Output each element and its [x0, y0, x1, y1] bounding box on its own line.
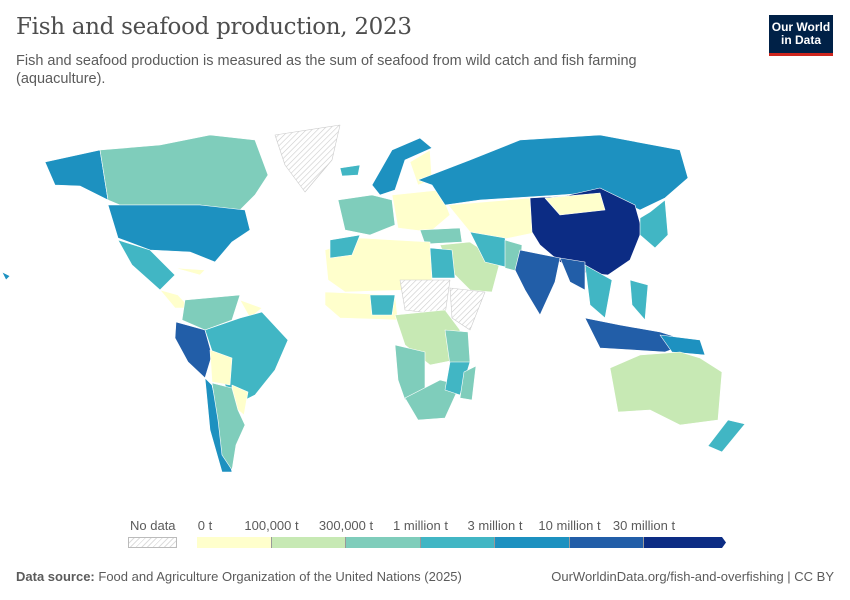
- owid-logo[interactable]: Our World in Data: [769, 15, 833, 56]
- legend-bin[interactable]: [644, 537, 719, 548]
- legend-label: 10 million t: [538, 518, 601, 533]
- country-mongolia[interactable]: [544, 192, 606, 216]
- country-india[interactable]: [514, 249, 561, 316]
- country-argentina[interactable]: [211, 382, 246, 471]
- country-egypt[interactable]: [429, 247, 456, 279]
- country-usa[interactable]: [107, 204, 251, 263]
- legend-bin[interactable]: [495, 537, 570, 548]
- legend-label: 30 million t: [612, 518, 676, 533]
- logo-text: Our World in Data: [771, 20, 831, 47]
- no-data-swatch: [128, 537, 177, 548]
- chart-title: Fish and seafood production, 2023: [16, 14, 412, 40]
- country-southeast-asia[interactable]: [584, 264, 613, 319]
- country-horn-of-africa[interactable]: [449, 287, 486, 331]
- legend-arrow-icon: [718, 537, 726, 548]
- country-greenland[interactable]: [274, 124, 341, 193]
- legend-bin[interactable]: [569, 537, 644, 548]
- world-map: [1, 124, 746, 473]
- source-text: Food and Agriculture Organization of the…: [98, 569, 462, 584]
- source-link[interactable]: OurWorldinData.org/fish-and-overfishing …: [551, 569, 834, 584]
- country-canada[interactable]: [99, 134, 269, 211]
- legend-bin[interactable]: [271, 537, 346, 548]
- country-guianas[interactable]: [239, 299, 263, 319]
- country-caribbean[interactable]: [174, 267, 206, 276]
- country-madagascar[interactable]: [459, 365, 477, 401]
- legend-label: 300,000 t: [318, 518, 374, 533]
- legend-label: 0 t: [197, 518, 213, 533]
- legend-bin[interactable]: [197, 537, 272, 548]
- country-australia[interactable]: [609, 351, 723, 426]
- legend-label: 1 million t: [393, 518, 448, 533]
- country-sahel-nodata[interactable]: [399, 279, 451, 316]
- country-norway-sweden[interactable]: [371, 137, 433, 196]
- legend-label: 100,000 t: [244, 518, 299, 533]
- country-kazakhstan-central-asia[interactable]: [447, 197, 539, 241]
- country-mexico[interactable]: [117, 239, 176, 291]
- data-source: Data source: Food and Agriculture Organi…: [16, 569, 462, 584]
- map-legend: No data 0 t 100,000 t 300,000 t 1 million t…: [0, 510, 850, 550]
- source-label: Data source:: [16, 569, 95, 584]
- country-central-europe[interactable]: [391, 189, 451, 233]
- country-philippines[interactable]: [629, 279, 649, 321]
- legend-bin[interactable]: [420, 537, 495, 548]
- legend-bin[interactable]: [346, 537, 421, 548]
- country-iceland[interactable]: [339, 164, 361, 177]
- country-morocco[interactable]: [329, 234, 361, 259]
- country-bangladesh-myanmar[interactable]: [559, 257, 586, 291]
- country-russia[interactable]: [417, 134, 689, 211]
- chart-subtitle: Fish and seafood production is measured …: [16, 53, 637, 87]
- country-new-zealand[interactable]: [707, 419, 746, 453]
- country-colombia-venezuela[interactable]: [181, 294, 241, 331]
- country-korea-japan[interactable]: [639, 199, 669, 249]
- country-alaska[interactable]: [44, 149, 109, 201]
- country-mozambique[interactable]: [444, 361, 471, 396]
- country-western-europe[interactable]: [337, 194, 396, 236]
- no-data-label: No data: [130, 518, 176, 533]
- country-turkey[interactable]: [419, 227, 463, 245]
- country-papua[interactable]: [659, 334, 706, 356]
- country-hawaii[interactable]: [1, 271, 11, 281]
- legend-label: 3 million t: [467, 518, 523, 533]
- country-nigeria[interactable]: [369, 294, 396, 316]
- country-bolivia[interactable]: [209, 349, 233, 386]
